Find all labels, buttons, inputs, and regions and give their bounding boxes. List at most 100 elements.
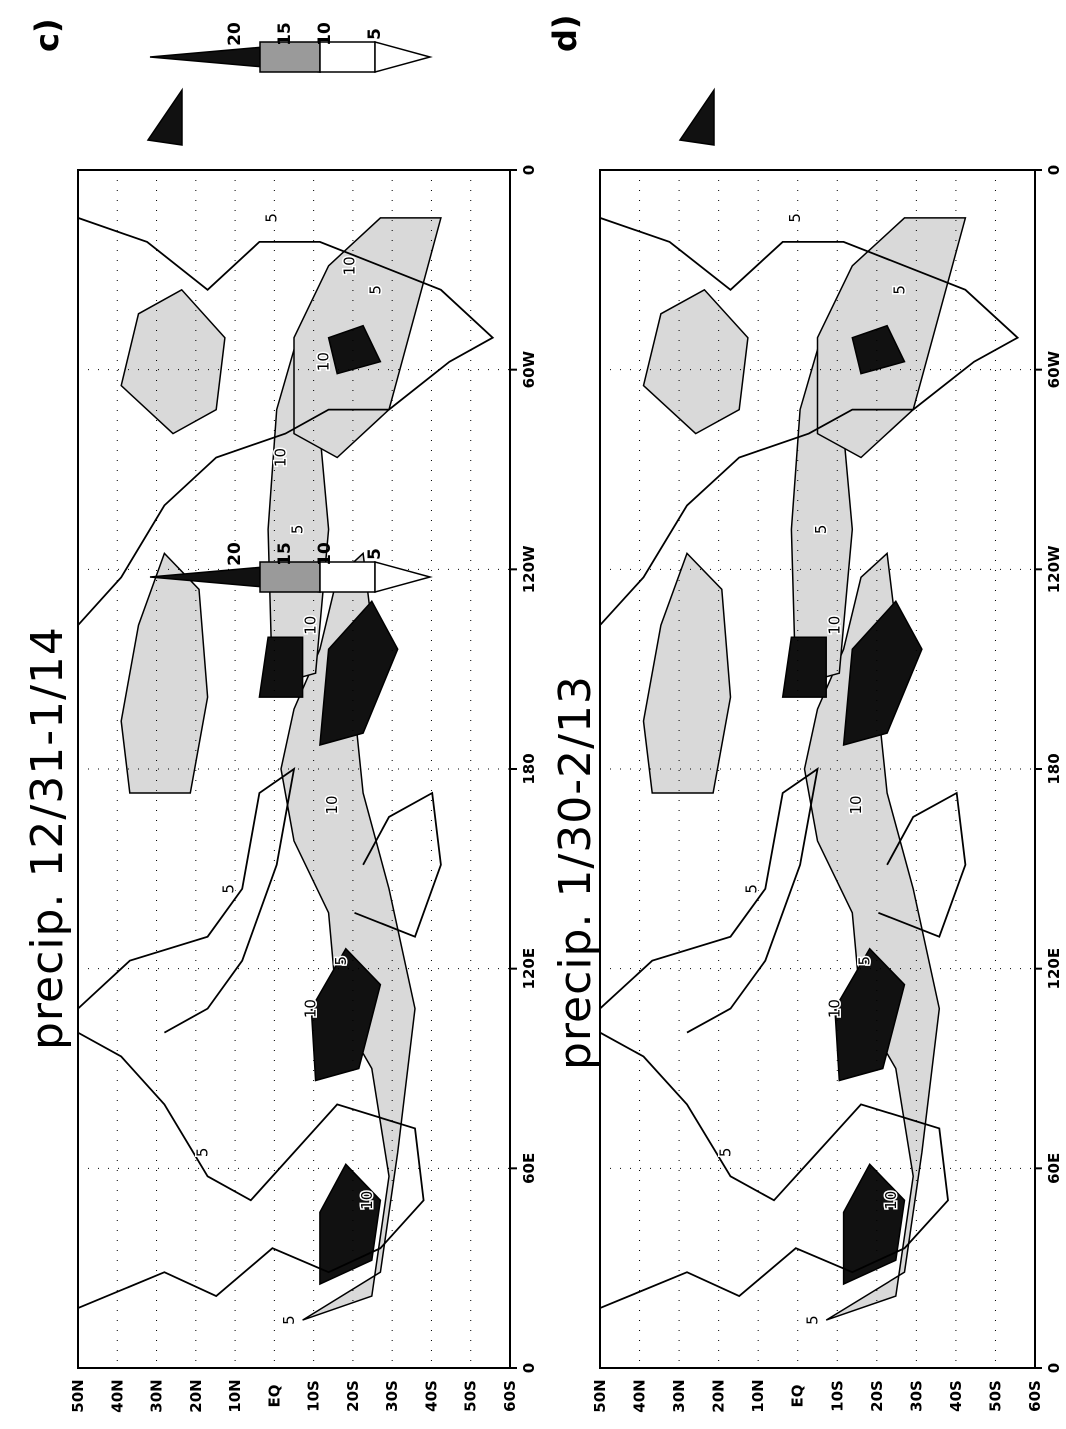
colorbar: 20 15 10 5 bbox=[149, 542, 433, 593]
lat-tick-label: 40N bbox=[108, 1379, 126, 1412]
panel-d-letter: d) bbox=[546, 14, 584, 52]
colorbar: 20 15 10 5 bbox=[149, 22, 433, 73]
contour-label: 5 bbox=[289, 525, 307, 535]
lon-tick-label: 120E bbox=[1045, 948, 1063, 990]
coastline bbox=[354, 791, 442, 938]
precip-10-region bbox=[842, 600, 923, 747]
colorbar-segment-5 bbox=[374, 561, 433, 593]
lat-tick-label: 60S bbox=[501, 1380, 519, 1412]
colorbar-segment-10 bbox=[319, 41, 376, 73]
colorbar-label: 20 bbox=[225, 542, 245, 566]
colorbar-label: 10 bbox=[315, 22, 335, 46]
contour-label: 10 bbox=[340, 256, 358, 275]
lat-tick-label: 30N bbox=[670, 1379, 688, 1412]
coastline bbox=[599, 217, 1020, 626]
precip-10-region bbox=[258, 636, 304, 698]
panel-c-title: precip. 12/31-1/14 bbox=[22, 626, 73, 1050]
precip-5-region bbox=[120, 552, 209, 794]
lon-tick-label: 120W bbox=[1045, 545, 1063, 593]
colorbar-label: 20 bbox=[225, 22, 245, 46]
lon-tick-label: 0 bbox=[1045, 1363, 1063, 1373]
contour-label: 10 bbox=[323, 795, 341, 814]
contour-label: 5 bbox=[220, 884, 238, 894]
contour-label: 10 bbox=[882, 1191, 900, 1210]
lon-tick-label: 0 bbox=[520, 1363, 538, 1373]
precip-5-region bbox=[642, 552, 732, 794]
precip-10-region bbox=[834, 947, 906, 1082]
contour-label: 5 bbox=[280, 1315, 298, 1325]
lat-tick-label: 20S bbox=[344, 1380, 362, 1412]
lat-tick-label: 10S bbox=[828, 1380, 846, 1412]
contour-label: 5 bbox=[812, 525, 830, 535]
precip-5-region bbox=[642, 288, 749, 435]
lon-tick-label: 0 bbox=[1045, 165, 1063, 175]
contour-label: 10 bbox=[271, 448, 289, 467]
precip-10-region bbox=[327, 324, 382, 375]
panel-c-plot: 50N 40N 30N 20N 10N EQ 10S 20S 30S 40S 50S 60S060E1… bbox=[69, 87, 538, 1413]
precip-5-region bbox=[803, 551, 941, 1321]
lat-tick-label: 50N bbox=[69, 1379, 87, 1412]
colorbar-label: 5 bbox=[365, 548, 385, 560]
contour-label: 10 bbox=[825, 616, 843, 635]
lon-tick-label: 120E bbox=[520, 948, 538, 990]
contour-label: 5 bbox=[717, 1148, 735, 1158]
colorbar-tip bbox=[678, 87, 715, 146]
lat-tick-label: 30S bbox=[383, 1380, 401, 1412]
lat-tick-label: 30N bbox=[148, 1379, 166, 1412]
precip-10-region bbox=[310, 947, 382, 1082]
lat-tick-label: 20N bbox=[187, 1379, 205, 1412]
precip-10-region bbox=[781, 636, 827, 698]
precip-10-region bbox=[319, 1163, 382, 1286]
panel-d-title: precip. 1/30-2/13 bbox=[550, 675, 601, 1070]
coastline bbox=[599, 767, 819, 1034]
colorbar-tip bbox=[146, 87, 183, 146]
contour-label: 5 bbox=[786, 213, 804, 223]
lon-tick-label: 0 bbox=[520, 165, 538, 175]
contour-label: 5 bbox=[891, 285, 909, 295]
colorbar bbox=[146, 87, 183, 146]
colorbar-segment-5 bbox=[374, 41, 433, 73]
lon-tick-label: 120W bbox=[520, 545, 538, 593]
precip-10-region bbox=[842, 1163, 906, 1286]
lon-tick-label: 180 bbox=[1045, 753, 1063, 784]
precip-10-region bbox=[319, 600, 399, 747]
lat-tick-label: 30S bbox=[907, 1380, 925, 1412]
contour-label: 5 bbox=[856, 956, 874, 966]
lat-tick-label: 10N bbox=[749, 1379, 767, 1412]
colorbar-segment-15 bbox=[259, 561, 321, 593]
contour-label: 5 bbox=[332, 956, 350, 966]
lat-tick-label: 50N bbox=[591, 1379, 609, 1412]
lat-tick-label: 50S bbox=[462, 1380, 480, 1412]
lat-tick-label: 40S bbox=[422, 1380, 440, 1412]
lat-tick-label: EQ bbox=[265, 1385, 283, 1408]
contour-label: 10 bbox=[358, 1191, 376, 1210]
lon-tick-label: 60E bbox=[1045, 1153, 1063, 1184]
colorbar-label: 5 bbox=[365, 28, 385, 40]
panel-c-letter: c) bbox=[28, 18, 66, 52]
contour-label: 10 bbox=[825, 999, 843, 1018]
lon-tick-label: 60W bbox=[1045, 351, 1063, 389]
contour-label: 10 bbox=[315, 352, 333, 371]
lon-tick-label: 60W bbox=[520, 351, 538, 389]
contour-label: 5 bbox=[366, 285, 384, 295]
colorbar bbox=[678, 87, 715, 146]
lon-tick-label: 60E bbox=[520, 1153, 538, 1184]
coastline bbox=[77, 767, 296, 1034]
lat-tick-label: 60S bbox=[1026, 1380, 1044, 1412]
lat-tick-label: 50S bbox=[986, 1380, 1004, 1412]
contour-label: 10 bbox=[847, 795, 865, 814]
panel-d-plot: 50N 40N 30N 20N 10N EQ 10S 20S 30S 40S 50S 60S060E1… bbox=[591, 87, 1063, 1413]
coastline bbox=[77, 217, 495, 626]
precip-10-region bbox=[851, 324, 906, 375]
lat-tick-label: EQ bbox=[789, 1385, 807, 1408]
contour-label: 5 bbox=[194, 1148, 212, 1158]
lat-tick-label: 40N bbox=[631, 1379, 649, 1412]
precip-5-region bbox=[280, 551, 416, 1321]
precip-5-region bbox=[120, 288, 226, 435]
colorbar-segment-15 bbox=[259, 41, 321, 73]
contour-label: 10 bbox=[302, 616, 320, 635]
colorbar-label: 15 bbox=[275, 22, 295, 46]
contour-label: 5 bbox=[263, 213, 281, 223]
